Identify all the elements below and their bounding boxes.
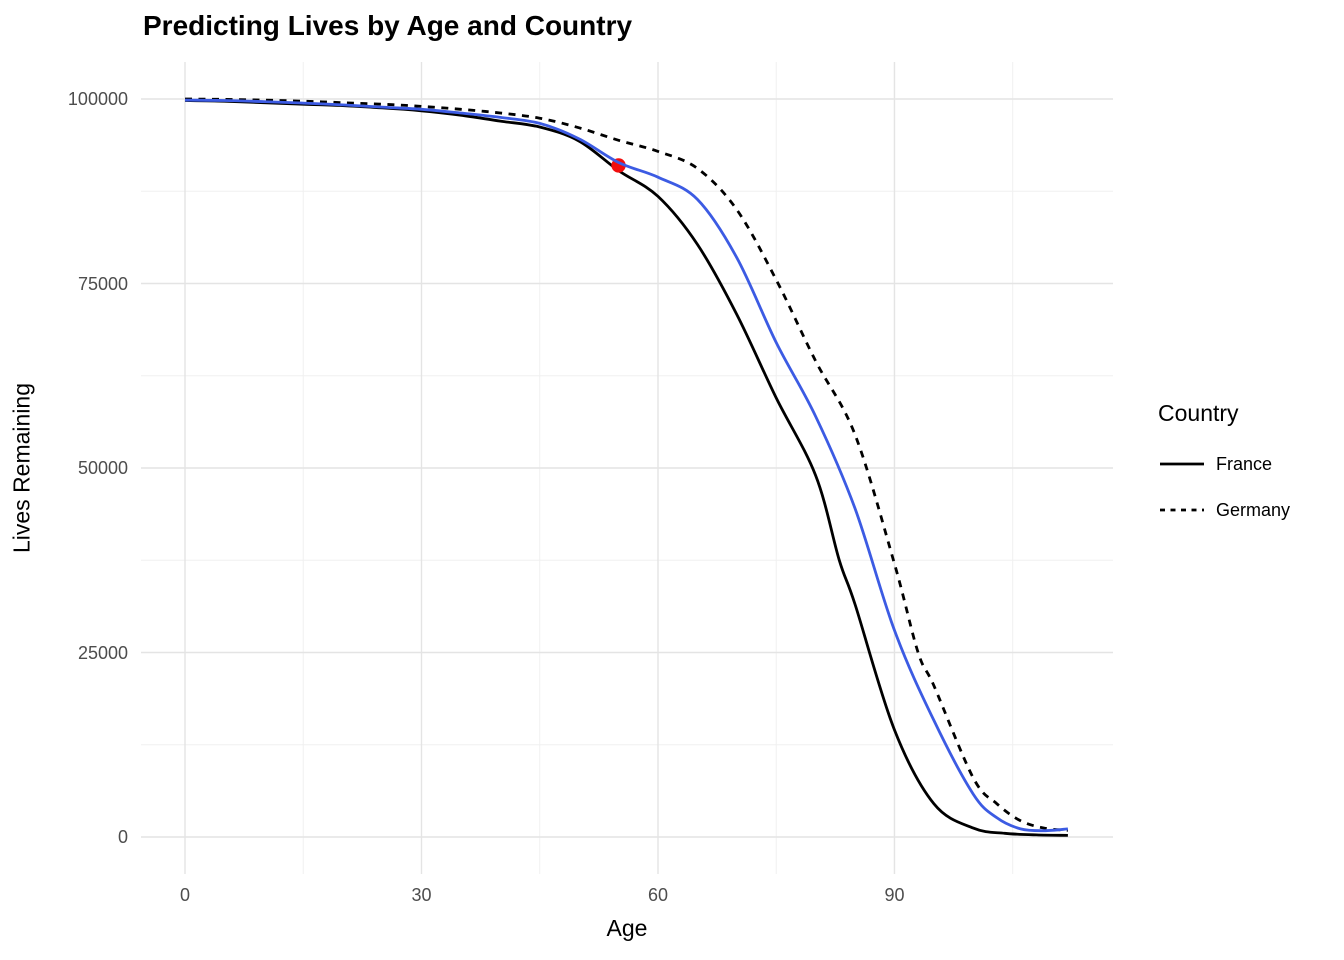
series-line-prediction xyxy=(184,98,1069,833)
series-line-germany xyxy=(184,97,1069,832)
y-axis-title: Lives Remaining xyxy=(8,382,35,554)
legend-title: Country xyxy=(1158,400,1239,426)
chart-title: Predicting Lives by Age and Country xyxy=(143,10,633,41)
legend-key-dashed-line xyxy=(1160,508,1204,512)
legend-label-france: France xyxy=(1216,453,1273,474)
legend-entry-france: France xyxy=(1158,441,1290,487)
x-axis-title: Age xyxy=(606,915,648,941)
legend: Country France Germany xyxy=(1158,400,1290,533)
legend-label-germany: Germany xyxy=(1216,499,1291,520)
legend-key-solid-line xyxy=(1160,462,1204,466)
legend-entry-germany: Germany xyxy=(1158,487,1290,533)
